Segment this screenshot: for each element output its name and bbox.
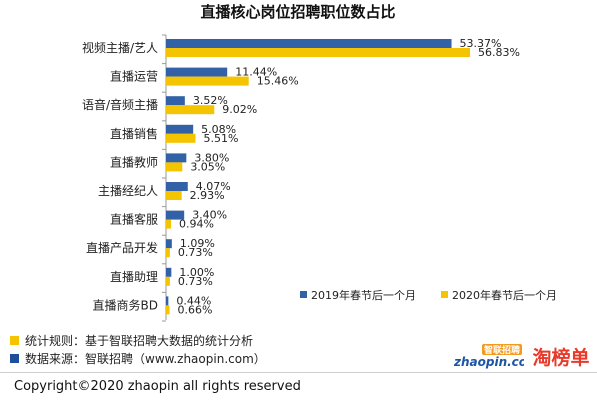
footer-divider (0, 372, 597, 373)
category-label: 直播销售 (110, 126, 158, 141)
bar-2020 (166, 276, 170, 286)
data-label-2020: 2.93% (190, 189, 225, 202)
category-label: 主播经纪人 (98, 184, 158, 198)
category-label: 直播运营 (110, 70, 158, 84)
data-label-2020: 0.73% (178, 246, 213, 259)
bar-2019 (166, 39, 452, 48)
zhaopin-logo-cn: 智联招聘 (484, 344, 520, 356)
bar-2020 (166, 105, 215, 115)
data-label-2019: 5.08% (201, 123, 236, 136)
data-label-2020: 56.83% (478, 46, 520, 59)
legend-swatch-2020 (441, 291, 448, 298)
data-label-2019: 3.52% (193, 94, 228, 107)
data-label-2019: 0.44% (176, 294, 211, 307)
bar-2020 (166, 305, 170, 315)
data-label-2019: 3.80% (194, 151, 229, 164)
bar-2020 (166, 219, 172, 229)
category-label: 视频主播/艺人 (82, 40, 158, 55)
bar-2019 (166, 267, 172, 277)
data-source-text: 数据来源：智联招聘（www.zhaopin.com） (25, 352, 266, 366)
category-label: 直播教师 (110, 154, 158, 169)
data-label-2019: 1.00% (179, 266, 214, 279)
stat-rule-note: 统计规则：基于智联招聘大数据的统计分析 (10, 332, 253, 349)
category-label: 直播助理 (110, 270, 158, 284)
data-label-2020: 9.02% (222, 103, 257, 116)
data-label-2019: 53.37% (460, 37, 502, 50)
source-square-icon (10, 354, 19, 363)
bar-2020 (166, 48, 471, 57)
bar-2019 (166, 296, 169, 306)
bar-2020 (166, 133, 196, 143)
taobangdan-logo: 淘榜单 (533, 346, 589, 369)
data-label-2019: 3.40% (192, 209, 227, 222)
data-label-2020: 5.51% (203, 132, 238, 145)
category-label: 语音/音频主播 (82, 97, 158, 112)
category-label: 直播商务BD (93, 297, 158, 312)
category-label: 直播客服 (110, 212, 158, 227)
bar-2020 (166, 76, 249, 86)
chart-title: 直播核心岗位招聘职位数占比 (200, 3, 395, 21)
bar-2019 (166, 153, 187, 163)
copyright-text: Copyright©2020 zhaopin all rights reserv… (14, 379, 301, 394)
bar-2020 (166, 248, 170, 258)
legend-label-2020: 2020年春节后一个月 (452, 288, 557, 302)
data-label-2020: 0.66% (178, 303, 213, 316)
taobangdan-logo-text: 淘榜单 (533, 346, 589, 369)
bar-2019 (166, 182, 188, 191)
bar-2019 (166, 239, 172, 249)
zhaopin-logo: 智联招聘 zhaopin.com (453, 344, 524, 369)
bar-2019 (166, 96, 185, 106)
stat-rule-text: 统计规则：基于智联招聘大数据的统计分析 (25, 334, 254, 348)
category-label: 直播产品开发 (86, 240, 158, 255)
bar-2019 (166, 210, 185, 220)
data-label-2020: 3.05% (190, 160, 225, 173)
data-label-2019: 1.09% (180, 237, 215, 250)
bar-2020 (166, 191, 182, 200)
bar-2019 (166, 124, 194, 134)
legend-swatch-2019 (300, 291, 307, 298)
data-label-2020: 0.94% (179, 218, 214, 231)
legend-label-2019: 2019年春节后一个月 (311, 288, 416, 302)
data-label-2019: 4.07% (196, 180, 231, 193)
data-source-note: 数据来源：智联招聘（www.zhaopin.com） (10, 350, 266, 367)
zhaopin-logo-url: zhaopin.com (453, 355, 524, 369)
data-label-2019: 11.44% (235, 66, 277, 79)
bar-2019 (166, 67, 228, 77)
data-label-2020: 15.46% (257, 75, 299, 88)
rule-square-icon (10, 336, 19, 345)
bar-2020 (166, 162, 183, 172)
data-label-2020: 0.73% (178, 275, 213, 288)
